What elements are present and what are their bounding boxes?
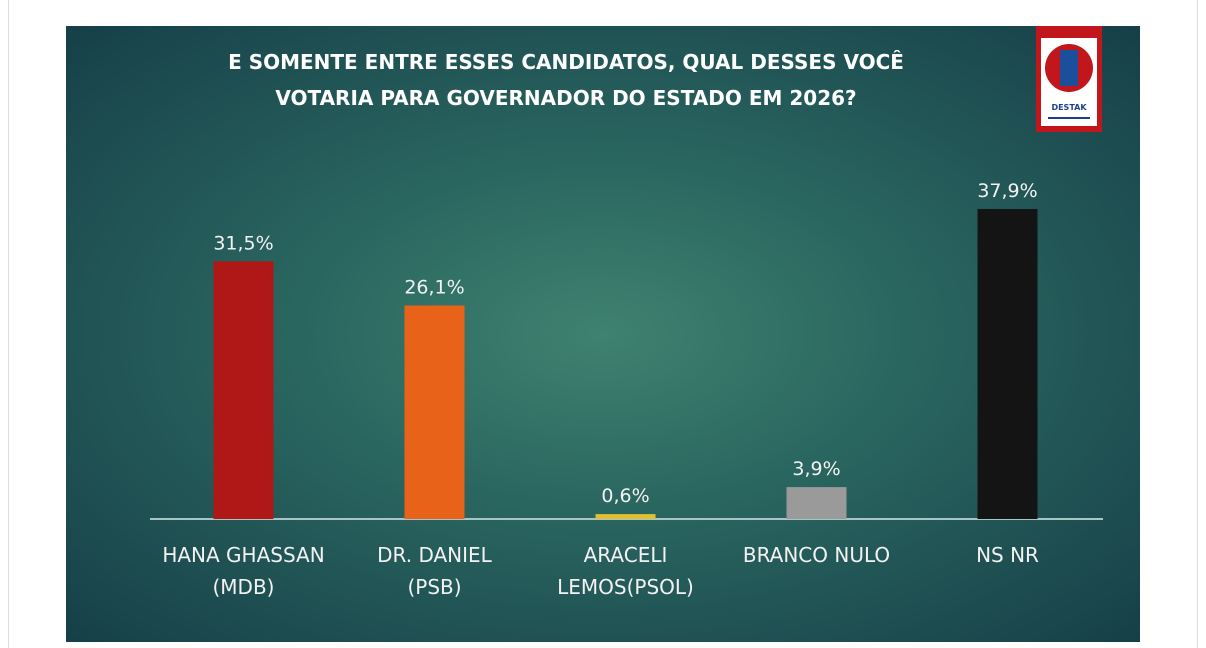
x-tick-label: HANA GHASSAN (MDB) bbox=[162, 543, 325, 599]
x-tick-label: NS NR bbox=[976, 543, 1039, 567]
bar bbox=[786, 487, 847, 519]
value-label: 3,9% bbox=[792, 458, 840, 480]
chart: DESTAK 31,5% 26,1% 0,6% 3,9% 37,9% bbox=[150, 26, 1103, 520]
value-label: 37,9% bbox=[977, 180, 1037, 202]
chart-title: E SOMENTE ENTRE ESSES CANDIDATOS, QUAL D… bbox=[228, 50, 904, 110]
page-edge bbox=[8, 0, 9, 648]
chart-panel: DESTAK 31,5% 26,1% 0,6% 3,9% 37,9% E SOMENTE… bbox=[66, 26, 1140, 642]
logo-text: DESTAK bbox=[1051, 103, 1087, 112]
logo-mark bbox=[1060, 50, 1078, 86]
bar bbox=[595, 514, 656, 519]
x-tick-label: BRANCO NULO bbox=[742, 543, 891, 567]
page-edge bbox=[1197, 0, 1198, 648]
logo: DESTAK bbox=[1036, 26, 1102, 132]
bar bbox=[404, 305, 465, 519]
x-tick-label: ARACELI LEMOS(PSOL) bbox=[557, 543, 694, 599]
bar bbox=[977, 208, 1038, 519]
bar bbox=[213, 261, 274, 519]
x-tick-label: DR. DANIEL (PSB) bbox=[377, 543, 492, 599]
value-label: 31,5% bbox=[213, 232, 273, 254]
value-label: 26,1% bbox=[404, 277, 464, 299]
value-label: 0,6% bbox=[601, 485, 649, 507]
